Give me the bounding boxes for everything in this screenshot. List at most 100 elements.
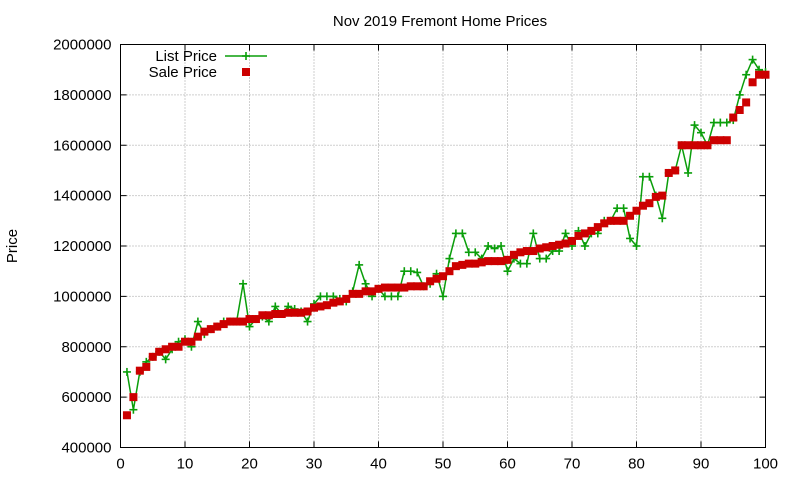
list-price-point [413, 268, 422, 277]
x-tick-label: 10 [177, 456, 194, 473]
list-price-point [735, 90, 744, 99]
sale-price-point [361, 287, 370, 296]
sale-price-point [277, 310, 286, 319]
sale-price-point [458, 260, 467, 269]
list-price-point [503, 267, 512, 276]
y-tick-label: 2000000 [53, 37, 111, 54]
sale-price-point [206, 325, 215, 334]
sale-price-point [129, 393, 138, 402]
list-price-point [497, 242, 506, 250]
y-axis-label: Price [4, 229, 21, 263]
list-price-point [645, 172, 654, 181]
sale-price-point [638, 201, 647, 210]
legend-symbol-sale-price [242, 68, 250, 76]
sale-price-point [748, 78, 757, 87]
sale-price-point [284, 308, 293, 317]
sale-price-point [632, 206, 641, 215]
x-tick-labels: 0 10 20 30 40 50 60 70 80 90 100 [116, 456, 778, 473]
sale-price-point [548, 242, 557, 250]
sale-price-point [464, 259, 473, 268]
sale-price-point [380, 283, 389, 292]
list-price-point [471, 248, 480, 257]
list-price-point [658, 214, 667, 223]
list-price-point [529, 229, 538, 238]
sale-price-point [355, 289, 364, 298]
list-price-point [690, 121, 699, 130]
list-price-point [684, 168, 693, 177]
x-tick-label: 60 [499, 456, 516, 473]
sale-price-point [626, 211, 635, 220]
list-price-point [239, 279, 248, 288]
list-price-point [542, 254, 551, 263]
sale-price-point [677, 141, 686, 150]
x-tick-label: 80 [628, 456, 645, 473]
sale-price-point [393, 283, 402, 292]
list-price-point [406, 267, 415, 276]
sale-price-point [658, 191, 667, 200]
sale-price-point [271, 310, 280, 319]
sale-price-point [490, 257, 499, 266]
sale-price-point [587, 226, 596, 235]
y-tick-label: 400000 [61, 440, 111, 457]
sale-price-point [400, 283, 409, 292]
sale-price-point [329, 298, 338, 307]
sale-price-point [516, 248, 525, 257]
list-price-point [522, 259, 531, 268]
sale-price-point [697, 141, 705, 150]
sale-price-point [290, 308, 299, 317]
sale-price-point [122, 411, 131, 420]
sale-price-point [426, 277, 435, 286]
list-price-point [484, 242, 493, 250]
list-price-point [580, 242, 589, 250]
sale-price-point [439, 272, 447, 281]
sale-price-point [503, 255, 512, 264]
sale-price-point [535, 244, 544, 253]
x-tick-label: 70 [564, 456, 581, 473]
sale-price-point [142, 362, 151, 371]
sale-price-point [561, 239, 570, 248]
x-tick-label: 90 [693, 456, 710, 473]
y-tick-label: 600000 [61, 389, 111, 406]
sale-price-point [310, 303, 318, 312]
chart-title: Nov 2019 Fremont Home Prices [333, 13, 547, 30]
sale-price-point [322, 301, 331, 310]
x-tick-label: 50 [435, 456, 452, 473]
sale-price-point [135, 366, 144, 375]
sale-price-point [348, 289, 357, 298]
sale-price-point [155, 347, 164, 356]
sale-price-point [174, 342, 183, 351]
sale-price-point [568, 236, 576, 245]
y-tick-label: 1000000 [53, 288, 111, 305]
sale-price-point [651, 192, 660, 201]
list-price-line [126, 57, 766, 410]
y-tick-label: 1800000 [53, 87, 111, 104]
sale-price-point [671, 166, 680, 175]
sale-price-point [645, 199, 654, 208]
y-tick-labels: 400000 600000 800000 1000000 1200000 1400000 1… [53, 37, 111, 457]
sale-price-point [477, 258, 486, 267]
grid-lines [120, 44, 766, 448]
legend-label-list-price: List Price [155, 48, 217, 65]
list-price-point [445, 254, 454, 263]
sale-price-point [484, 257, 493, 266]
sale-price-point [709, 136, 718, 145]
legend-marker-list-price [242, 52, 250, 60]
list-price-point [271, 302, 280, 311]
list-price-point [458, 229, 467, 238]
sale-price-point [264, 311, 273, 320]
y-tick-label: 1200000 [53, 238, 111, 255]
sale-price-point [664, 168, 673, 177]
sale-price-point [755, 70, 764, 79]
sale-price-point [226, 317, 235, 326]
legend-marker-sale-price [242, 68, 250, 76]
sale-price-point [413, 282, 422, 291]
list-price-point [490, 244, 499, 253]
list-price-point [355, 260, 364, 269]
sale-price-point [703, 141, 712, 150]
sale-price-point [555, 240, 564, 249]
sale-price-point [690, 141, 699, 150]
sale-price-point [761, 70, 770, 79]
sale-price-point [303, 307, 312, 316]
sale-price-point [245, 315, 254, 324]
